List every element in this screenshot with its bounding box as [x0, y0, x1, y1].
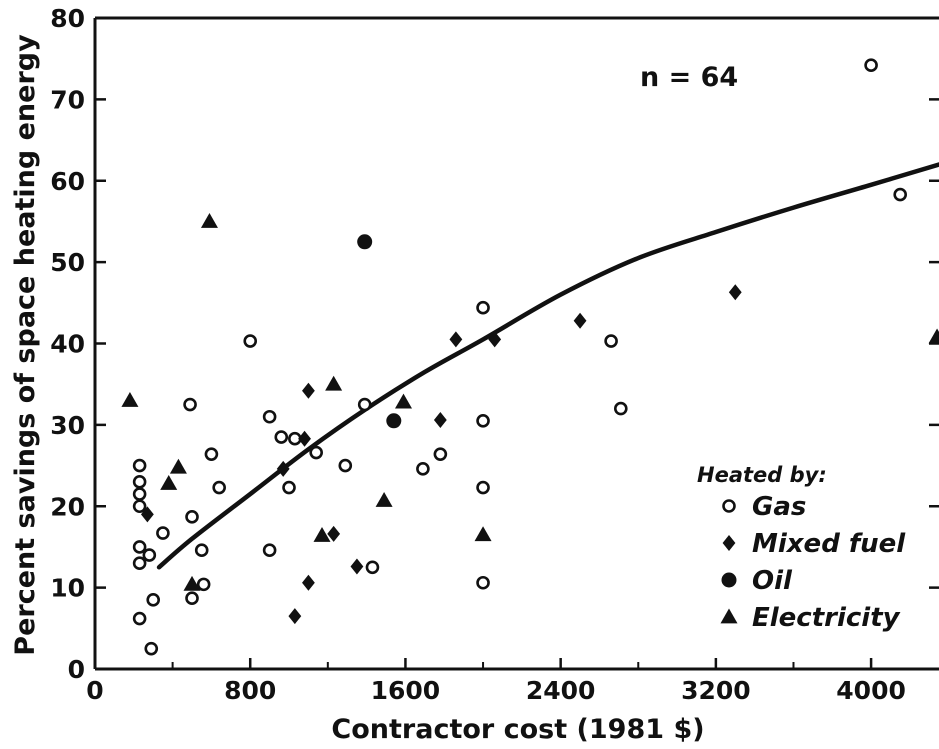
legend-label-electricity: Electricity	[752, 603, 901, 633]
legend-items: Gas Mixed fuel Oil Electricity	[720, 492, 906, 633]
data-point-gas	[204, 447, 219, 461]
data-point-gas	[132, 458, 147, 473]
data-point-gas	[476, 300, 490, 315]
data-point-electricity	[375, 492, 393, 507]
data-point-gas	[365, 560, 380, 575]
data-point-mixed-fuel	[573, 312, 587, 329]
data-point-mixed-fuel	[728, 284, 742, 301]
y-tick-label: 0	[68, 655, 85, 684]
legend-label-mixed-fuel: Mixed fuel	[752, 529, 906, 559]
data-point-gas	[262, 409, 277, 424]
data-point-mixed-fuel	[302, 574, 315, 591]
data-point-gas	[144, 641, 159, 656]
data-point-gas	[132, 487, 147, 501]
x-tick-label: 3200	[681, 676, 751, 705]
data-point-gas	[132, 611, 147, 626]
legend-marker-electricity	[720, 608, 738, 624]
data-point-gas	[243, 334, 258, 348]
data-point-mixed-fuel	[350, 558, 364, 575]
data-point-electricity	[121, 391, 139, 407]
data-point-gas	[614, 401, 628, 416]
data-point-gas	[142, 548, 157, 562]
data-point-gas	[132, 499, 147, 514]
y-axis-title: Percent savings of space heating energy	[10, 34, 41, 656]
data-point-electricity	[394, 393, 412, 409]
data-point-gas	[185, 591, 199, 606]
fit-curve	[156, 162, 939, 570]
data-point-gas	[309, 445, 323, 460]
legend-marker-oil	[721, 572, 737, 588]
legend: Heated by: Gas Mixed fuel Oil Electricity	[697, 463, 906, 633]
y-tick-label: 50	[50, 248, 85, 277]
y-tick-label: 40	[50, 330, 85, 359]
data-point-electricity	[160, 474, 178, 490]
data-point-gas	[433, 447, 448, 461]
data-point-electricity	[183, 575, 201, 591]
data-point-mixed-fuel	[298, 430, 311, 447]
axis-ticks: 0 800 1600 2400 3200 4000 0 10 20 30 40 50 60 70 80	[50, 4, 939, 705]
y-tick-label: 80	[50, 4, 85, 33]
legend-label-oil: Oil	[752, 566, 793, 596]
data-point-gas	[196, 577, 211, 592]
data-point-mixed-fuel	[302, 382, 315, 399]
data-point-gas	[476, 575, 490, 590]
data-point-electricity	[325, 375, 343, 391]
data-point-gas	[156, 526, 170, 540]
data-point-oil	[357, 234, 373, 250]
data-point-gas	[194, 543, 209, 557]
legend-marker-mixed-fuel	[722, 535, 736, 551]
legend-title: Heated by:	[697, 463, 827, 487]
data-point-electricity	[169, 458, 187, 474]
data-point-gas	[282, 480, 296, 495]
data-point-electricity	[928, 328, 939, 344]
x-tick-label: 2400	[526, 676, 596, 705]
data-point-mixed-fuel	[140, 506, 154, 523]
data-point-mixed-fuel	[449, 331, 463, 348]
data-point-gas	[274, 430, 289, 444]
y-tick-label: 60	[50, 167, 85, 196]
data-point-gas	[132, 556, 147, 571]
data-point-gas	[476, 480, 490, 495]
data-point-oil	[386, 413, 402, 429]
data-point-gas	[357, 397, 372, 412]
data-point-mixed-fuel	[327, 525, 341, 542]
data-point-electricity	[200, 212, 218, 228]
annotation-n: n = 64	[640, 62, 738, 93]
data-point-gas	[893, 187, 907, 202]
data-point-gas	[338, 458, 353, 473]
data-point-gas	[132, 540, 147, 554]
data-point-mixed-fuel	[288, 608, 302, 625]
data-point-gas	[146, 593, 161, 607]
data-point-gas	[185, 510, 199, 524]
data-point-mixed-fuel	[488, 331, 502, 348]
data-point-gas	[132, 475, 147, 489]
x-tick-label: 4000	[836, 676, 906, 705]
y-tick-label: 70	[50, 85, 85, 114]
y-tick-label: 20	[50, 492, 85, 521]
data-point-gas	[262, 543, 277, 557]
data-point-mixed-fuel	[276, 460, 290, 477]
x-tick-label: 800	[224, 676, 276, 705]
data-point-mixed-fuel	[433, 411, 447, 428]
data-points	[121, 58, 939, 656]
y-tick-label: 10	[50, 574, 85, 603]
data-point-gas	[183, 397, 197, 412]
data-point-gas	[416, 462, 430, 476]
data-point-gas	[864, 58, 878, 72]
y-tick-label: 30	[50, 411, 85, 440]
x-tick-label: 1600	[371, 676, 441, 705]
x-tick-label: 0	[86, 676, 103, 705]
data-point-electricity	[474, 526, 492, 542]
data-point-gas	[212, 480, 226, 495]
x-axis-title: Contractor cost (1981 $)	[331, 714, 704, 745]
data-point-gas	[604, 334, 618, 348]
data-point-gas	[476, 414, 490, 428]
legend-label-gas: Gas	[752, 492, 806, 522]
legend-marker-gas	[722, 499, 736, 513]
data-point-electricity	[313, 527, 331, 542]
